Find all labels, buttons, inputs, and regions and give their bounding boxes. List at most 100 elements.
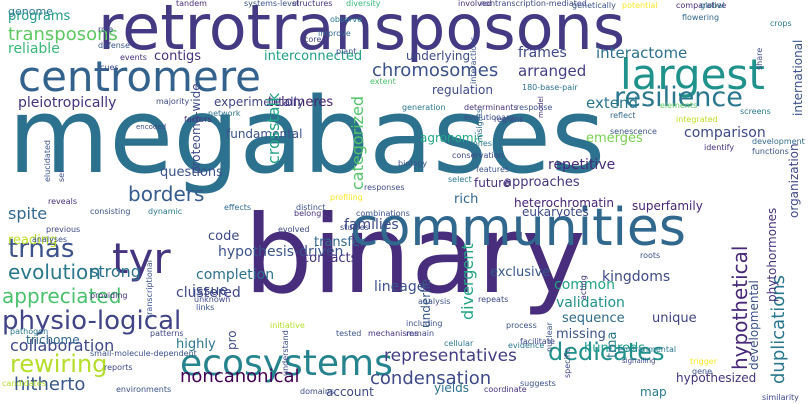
cloud-word: crops xyxy=(770,19,792,28)
cloud-word: heterochromatin xyxy=(514,196,614,210)
cloud-word: dedicates xyxy=(548,338,665,366)
cloud-word: representatives xyxy=(384,346,517,366)
cloud-word: signalling xyxy=(622,357,656,365)
cloud-word: international xyxy=(791,39,805,116)
cloud-word: validation xyxy=(556,295,625,311)
cloud-word: share xyxy=(755,47,764,70)
cloud-word: nontranscription-mediated xyxy=(480,0,587,8)
cloud-word: tyr xyxy=(112,234,171,283)
cloud-word: tandem xyxy=(176,0,207,8)
cloud-word: events xyxy=(120,53,147,62)
cloud-word: improve xyxy=(318,29,351,38)
cloud-word: centromere xyxy=(18,52,261,101)
cloud-word: strong xyxy=(90,262,141,281)
cloud-word: biology xyxy=(398,159,428,168)
cloud-word: conservation xyxy=(452,151,504,160)
cloud-word: agronomic xyxy=(420,131,484,145)
cloud-word: proteome-wide xyxy=(189,83,203,174)
cloud-word: nuclear xyxy=(545,322,554,352)
cloud-word: regulation xyxy=(432,83,493,97)
cloud-word: small-molecule-dependent xyxy=(90,349,197,358)
cloud-word: reflect xyxy=(610,111,636,120)
cloud-word: interactions xyxy=(469,36,478,84)
cloud-word: repeats xyxy=(478,295,509,304)
cloud-word: observe xyxy=(330,15,363,24)
cloud-word: telomeres xyxy=(268,95,334,110)
cloud-word: largest xyxy=(620,50,765,99)
cloud-word: cues xyxy=(100,63,119,72)
cloud-word: diversity xyxy=(346,0,381,8)
cloud-word: contigs xyxy=(154,49,202,64)
cloud-word: structures xyxy=(292,0,333,8)
cloud-word: lineage xyxy=(374,279,426,295)
cloud-word: insights xyxy=(475,108,484,140)
cloud-word: profiling xyxy=(330,193,363,202)
cloud-word: distinct xyxy=(296,203,326,212)
cloud-word: contacts xyxy=(302,251,358,266)
cloud-word: environments xyxy=(116,385,172,394)
cloud-word: genetically xyxy=(572,1,616,10)
cloud-word: trichome xyxy=(26,333,80,347)
cloud-word: clustered xyxy=(176,285,241,301)
cloud-word: eukaryotes xyxy=(522,205,589,219)
cloud-word: highly xyxy=(176,337,216,352)
cloud-word: responses xyxy=(364,183,405,192)
cloud-word: crosstalk xyxy=(264,92,283,164)
cloud-word: patterns xyxy=(150,329,184,338)
cloud-word: role xyxy=(98,25,114,34)
cloud-word: underlie xyxy=(419,278,433,328)
cloud-word: common xyxy=(554,277,615,293)
cloud-word: genome xyxy=(8,5,53,18)
cloud-word: spite xyxy=(8,204,48,223)
cloud-word: exclusive xyxy=(490,265,551,280)
cloud-word: pleiotropically xyxy=(18,95,117,111)
cloud-word: screens xyxy=(740,107,771,116)
cloud-word: chromosomes xyxy=(372,60,499,81)
cloud-word: borders xyxy=(128,182,205,206)
cloud-word: response xyxy=(516,103,553,112)
cloud-word: noncanonical xyxy=(180,366,300,387)
cloud-word: gene xyxy=(692,367,712,376)
cloud-word: combinations xyxy=(356,209,410,218)
cloud-word: potential xyxy=(622,1,658,10)
cloud-word: megabases xyxy=(8,75,606,197)
cloud-word: regions xyxy=(494,115,524,124)
cloud-word: evolved xyxy=(278,225,310,234)
cloud-word: missing xyxy=(556,327,606,342)
cloud-word: generation xyxy=(402,103,446,112)
cloud-word: effects xyxy=(224,203,252,212)
cloud-word: evolutionary xyxy=(464,113,515,122)
cloud-word: families xyxy=(344,217,399,233)
cloud-word: integrated xyxy=(676,115,718,124)
cloud-word: transposons xyxy=(8,24,118,45)
cloud-word: analyses xyxy=(32,235,68,244)
cloud-word: model xyxy=(537,96,545,118)
cloud-word: repetitive xyxy=(548,157,616,173)
cloud-word: underlying xyxy=(406,49,471,63)
cloud-word: categorized xyxy=(348,95,367,190)
cloud-word: environmental xyxy=(618,345,677,354)
cloud-word: ser xyxy=(57,169,66,182)
cloud-word: analysis xyxy=(418,297,451,306)
cloud-word: links xyxy=(196,303,215,312)
cloud-word: appreciated xyxy=(2,284,122,308)
cloud-word: communities xyxy=(350,198,686,258)
cloud-word: account xyxy=(326,385,374,399)
cloud-word: reliable xyxy=(8,41,60,57)
cloud-word: hormones xyxy=(452,139,492,148)
cloud-word: interactome xyxy=(596,44,688,62)
cloud-word: arranged xyxy=(518,62,587,80)
cloud-word: suggests xyxy=(520,379,556,388)
cloud-word: approaches xyxy=(504,175,580,190)
cloud-word: transfer xyxy=(314,235,366,250)
cloud-word: reading xyxy=(8,233,58,248)
cloud-word: facilitate xyxy=(520,337,555,346)
cloud-word: remain xyxy=(406,329,435,338)
cloud-word: elucidated xyxy=(43,140,52,182)
cloud-word: initiative xyxy=(270,321,305,330)
cloud-word: hypothesized xyxy=(676,371,757,385)
cloud-word: specific xyxy=(563,347,572,378)
cloud-word: collaboration xyxy=(10,336,115,355)
cloud-word: physio-logical xyxy=(2,306,182,336)
cloud-word: map xyxy=(640,385,667,399)
